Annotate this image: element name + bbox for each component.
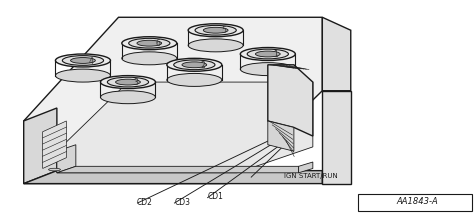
Polygon shape <box>24 108 57 184</box>
Polygon shape <box>43 121 66 168</box>
Text: CD2: CD2 <box>137 198 153 207</box>
Ellipse shape <box>122 37 177 50</box>
Ellipse shape <box>167 58 222 71</box>
Ellipse shape <box>137 40 162 46</box>
Text: CD3: CD3 <box>174 198 191 207</box>
Text: 1: 1 <box>273 50 278 59</box>
Polygon shape <box>299 162 313 173</box>
Polygon shape <box>322 17 351 91</box>
Polygon shape <box>57 145 76 173</box>
Ellipse shape <box>173 60 215 70</box>
Ellipse shape <box>195 25 236 35</box>
Ellipse shape <box>182 62 207 68</box>
Ellipse shape <box>122 52 177 65</box>
Ellipse shape <box>247 49 288 59</box>
Polygon shape <box>322 91 351 184</box>
Text: IGN START/RUN: IGN START/RUN <box>284 173 338 179</box>
Ellipse shape <box>240 63 295 76</box>
Ellipse shape <box>188 39 243 52</box>
Ellipse shape <box>116 79 140 85</box>
Ellipse shape <box>55 54 110 67</box>
Ellipse shape <box>100 76 155 89</box>
Text: 2: 2 <box>200 61 205 70</box>
Polygon shape <box>24 17 322 184</box>
FancyBboxPatch shape <box>358 194 472 211</box>
Ellipse shape <box>240 48 295 60</box>
Text: 5: 5 <box>221 26 227 35</box>
Text: 6: 6 <box>155 39 160 48</box>
Polygon shape <box>24 171 322 184</box>
Ellipse shape <box>55 69 110 82</box>
Polygon shape <box>268 121 294 151</box>
Text: 4: 4 <box>89 57 94 66</box>
Ellipse shape <box>107 77 149 87</box>
Polygon shape <box>268 65 313 136</box>
Ellipse shape <box>255 51 280 57</box>
Ellipse shape <box>100 91 155 104</box>
Ellipse shape <box>62 56 103 65</box>
Ellipse shape <box>188 24 243 37</box>
Text: 3: 3 <box>134 78 139 87</box>
Ellipse shape <box>203 27 228 33</box>
Ellipse shape <box>71 58 95 64</box>
Polygon shape <box>57 166 299 173</box>
Ellipse shape <box>167 73 222 86</box>
Ellipse shape <box>49 168 61 171</box>
Text: AA1843-A: AA1843-A <box>396 197 438 206</box>
Ellipse shape <box>128 38 170 48</box>
Text: CD1: CD1 <box>208 192 224 201</box>
Polygon shape <box>57 82 313 173</box>
